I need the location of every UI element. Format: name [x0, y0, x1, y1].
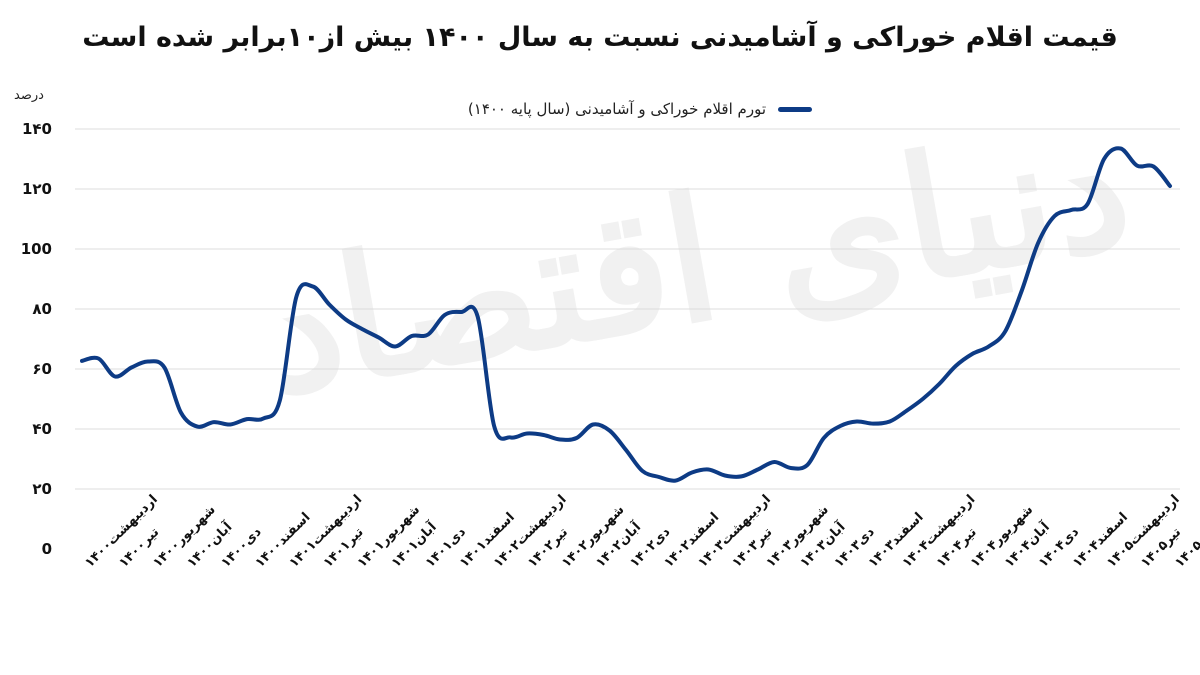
y-tick-label: ۴0 [32, 420, 52, 438]
x-axis-ticks: اردیبهشت۱۴۰۰تیر۱۴۰۰شهریور۱۴۰۰آبان۱۴۰۰دی۱… [82, 492, 1200, 571]
chart-title: قیمت اقلام خوراکی و آشامیدنی نسبت به سال… [82, 22, 1118, 53]
y-tick-label: ۶0 [32, 360, 52, 378]
y-tick-label: 1۴0 [22, 120, 52, 138]
y-axis-ticks: 0 ۲0 ۴0 ۶0 ۸0 100 1۲0 1۴0 [21, 120, 52, 558]
legend-swatch [778, 106, 812, 112]
y-tick-label: 100 [21, 240, 52, 258]
y-axis-unit-label: درصد [14, 88, 44, 103]
gridlines [75, 128, 1180, 490]
y-tick-label: 1۲0 [22, 180, 52, 198]
series-group [80, 146, 1172, 483]
y-tick-label: ۲0 [32, 480, 52, 498]
y-tick-label: 0 [42, 540, 52, 558]
legend-label: تورم اقلام خوراکی و آشامیدنی (سال پایه ۱… [467, 100, 766, 118]
y-tick-label: ۸0 [32, 300, 52, 318]
series-line [80, 146, 1172, 483]
legend: تورم اقلام خوراکی و آشامیدنی (سال پایه ۱… [468, 100, 812, 118]
